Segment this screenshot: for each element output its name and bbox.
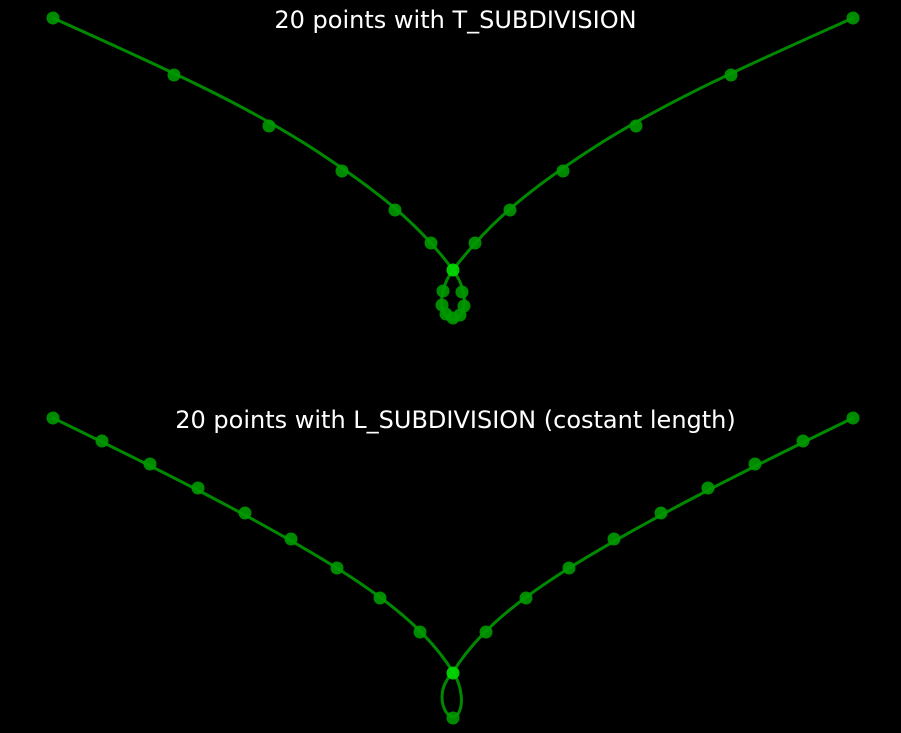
point-marker xyxy=(796,434,810,448)
point-marker xyxy=(446,666,460,680)
point-marker xyxy=(238,506,252,520)
panel-l-subdivision xyxy=(46,411,860,725)
point-marker xyxy=(436,284,450,298)
point-marker xyxy=(413,625,427,639)
point-marker xyxy=(191,481,205,495)
point-marker xyxy=(46,11,60,25)
point-marker xyxy=(556,164,570,178)
point-marker xyxy=(457,299,471,313)
point-marker xyxy=(629,119,643,133)
point-marker xyxy=(503,203,517,217)
point-marker xyxy=(330,561,344,575)
point-marker xyxy=(167,68,181,82)
point-marker xyxy=(701,481,715,495)
point-marker xyxy=(388,203,402,217)
point-marker xyxy=(446,711,460,725)
point-marker xyxy=(479,625,493,639)
panel-t-subdivision xyxy=(46,11,860,325)
point-marker xyxy=(724,68,738,82)
point-marker xyxy=(455,285,469,299)
point-marker xyxy=(654,506,668,520)
point-marker xyxy=(607,532,621,546)
point-marker xyxy=(846,411,860,425)
point-marker xyxy=(468,236,482,250)
point-marker xyxy=(748,457,762,471)
point-marker xyxy=(335,164,349,178)
point-marker xyxy=(519,591,533,605)
point-marker xyxy=(143,457,157,471)
point-marker xyxy=(95,434,109,448)
point-marker xyxy=(262,119,276,133)
point-marker xyxy=(424,236,438,250)
point-marker xyxy=(46,411,60,425)
point-marker xyxy=(846,11,860,25)
point-marker xyxy=(446,263,460,277)
point-marker xyxy=(284,532,298,546)
point-marker xyxy=(373,591,387,605)
point-marker xyxy=(562,561,576,575)
